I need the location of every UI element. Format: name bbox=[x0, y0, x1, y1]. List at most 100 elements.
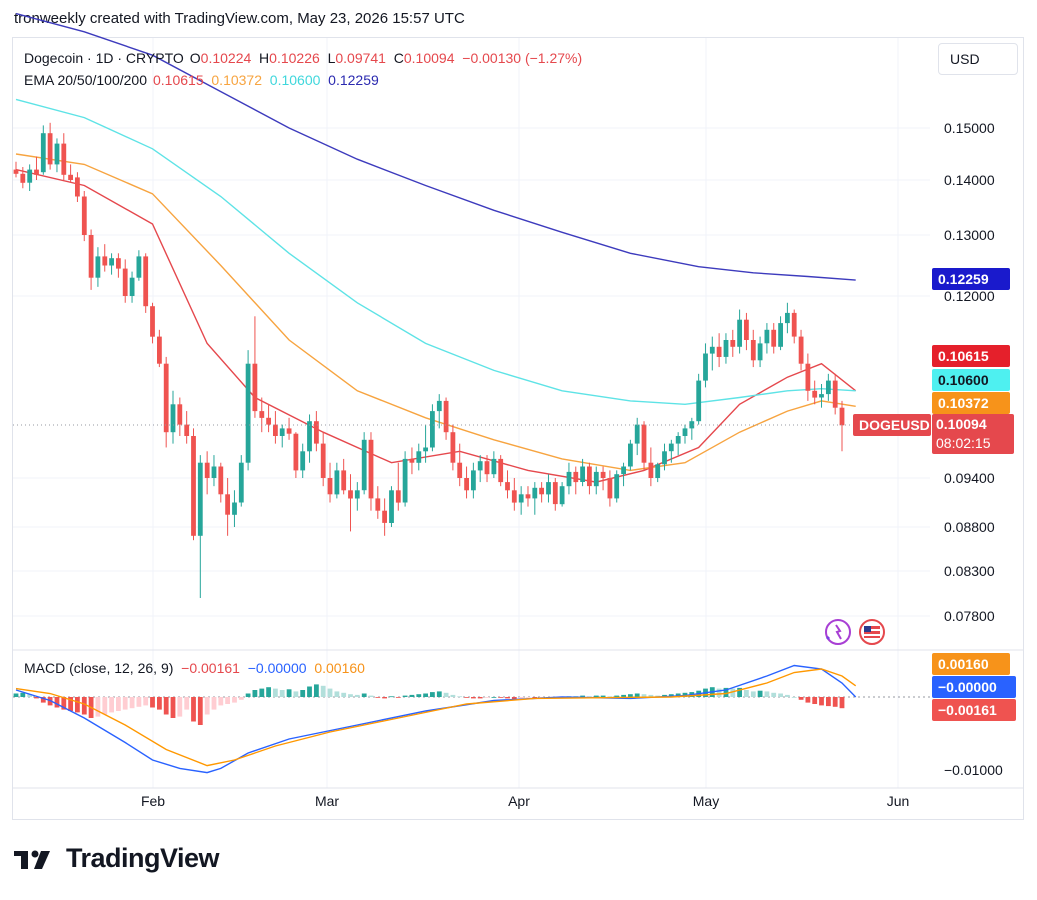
us-flag-icon[interactable] bbox=[859, 619, 885, 645]
candle-body bbox=[614, 474, 620, 499]
macd-histogram-bar bbox=[764, 691, 770, 697]
candle-body bbox=[805, 363, 811, 391]
candle-body bbox=[409, 458, 415, 463]
price-axis-tick: 0.08300 bbox=[944, 563, 995, 579]
candle-body bbox=[471, 470, 476, 491]
macd-histogram-bar bbox=[593, 695, 599, 697]
candle-body bbox=[334, 470, 340, 495]
candle-body bbox=[484, 461, 490, 475]
candle-body bbox=[518, 494, 524, 503]
candles bbox=[13, 122, 845, 598]
macd-histogram-bar bbox=[505, 697, 510, 699]
ema-label[interactable]: EMA 20/50/100/200 bbox=[24, 72, 147, 88]
ema20-tag: 0.10615 bbox=[932, 345, 1010, 367]
candle-body bbox=[498, 458, 504, 483]
candle-body bbox=[266, 417, 271, 425]
macd-histogram-bar bbox=[423, 693, 428, 697]
macd-histogram-bar bbox=[778, 693, 783, 697]
macd-histogram-bar bbox=[116, 697, 121, 711]
macd-histogram-bar bbox=[34, 697, 39, 699]
change-value: −0.00130 (−1.27%) bbox=[462, 50, 583, 66]
candle-body bbox=[416, 451, 422, 463]
candle-body bbox=[532, 487, 538, 499]
price-axis-tick: 0.07800 bbox=[944, 608, 995, 624]
price-axis-tick: 0.15000 bbox=[944, 120, 995, 136]
macd-histogram-bar bbox=[368, 695, 374, 697]
macd-label[interactable]: MACD (close, 12, 26, 9) bbox=[24, 660, 174, 676]
macd-line-tag: −0.00000 bbox=[932, 676, 1016, 698]
macd-histogram-bar bbox=[839, 697, 845, 709]
candle-body bbox=[382, 510, 387, 523]
candle-body bbox=[505, 482, 510, 491]
macd-histogram-bar bbox=[293, 691, 299, 697]
macd-histogram-bar bbox=[484, 697, 490, 698]
macd-histogram-bar bbox=[716, 688, 722, 697]
candle-body bbox=[703, 353, 708, 381]
macd-histogram-bar bbox=[614, 695, 620, 697]
macd-histogram-bar bbox=[314, 684, 319, 697]
macd-histogram-bar bbox=[395, 697, 401, 698]
candle-body bbox=[395, 490, 401, 503]
candle-body bbox=[389, 490, 394, 523]
macd-histogram-bar bbox=[628, 694, 633, 697]
candle-body bbox=[430, 411, 435, 448]
open-label: O bbox=[189, 50, 201, 66]
macd-histogram-bar bbox=[826, 697, 831, 707]
sparkle-icon[interactable] bbox=[825, 619, 851, 645]
macd-histogram-bar bbox=[819, 697, 824, 706]
macd-histogram-bar bbox=[607, 696, 613, 698]
candle-body bbox=[628, 443, 633, 467]
currency-selector[interactable]: USD bbox=[938, 43, 1018, 75]
candle-body bbox=[696, 380, 702, 422]
candle-body bbox=[375, 498, 381, 511]
macd-legend[interactable]: MACD (close, 12, 26, 9) −0.00161 −0.0000… bbox=[24, 660, 365, 676]
candle-body bbox=[252, 363, 258, 412]
macd-histogram-bar bbox=[457, 696, 463, 698]
macd-histogram-bar bbox=[341, 692, 347, 697]
candle-body bbox=[662, 451, 667, 465]
ema200-tag: 0.12259 bbox=[932, 268, 1010, 290]
macd-histogram-bar bbox=[266, 687, 271, 697]
candle-body bbox=[716, 346, 722, 357]
macd-line bbox=[15, 664, 857, 774]
candle-body bbox=[832, 380, 838, 408]
price-axis-tick: 0.12000 bbox=[944, 288, 995, 304]
symbol-title[interactable]: Dogecoin · 1D · CRYPTO bbox=[24, 50, 184, 66]
macd-histogram-bar bbox=[348, 694, 353, 697]
candle-body bbox=[477, 461, 483, 471]
time-axis-tick: Mar bbox=[315, 793, 339, 809]
candle-body bbox=[641, 424, 647, 463]
macd-histogram-bar bbox=[785, 694, 790, 697]
macd-axis-tick: −0.01000 bbox=[944, 762, 1003, 778]
macd-histogram-bar bbox=[273, 688, 278, 697]
candle-body bbox=[798, 336, 804, 364]
macd-histogram-bar bbox=[730, 688, 736, 697]
macd-histogram-bar bbox=[204, 697, 210, 715]
time-axis-tick: Feb bbox=[141, 793, 165, 809]
candle-body bbox=[348, 490, 353, 499]
macd-histogram-bar bbox=[600, 695, 606, 697]
candle-body bbox=[785, 312, 790, 324]
macd-histogram-bar bbox=[191, 697, 196, 722]
price-axis-tick: 0.08800 bbox=[944, 519, 995, 535]
ema50-tag: 0.10372 bbox=[932, 392, 1010, 414]
macd-histogram-bar bbox=[279, 690, 285, 697]
time-axis-tick: Apr bbox=[508, 793, 530, 809]
macd-histogram-bar bbox=[300, 690, 306, 697]
symbol-legend[interactable]: Dogecoin · 1D · CRYPTO O 0.10224 H 0.10226… bbox=[24, 47, 582, 91]
macd-histogram-bar bbox=[354, 694, 360, 697]
countdown-value: 08:02:15 bbox=[936, 435, 991, 451]
candle-body bbox=[102, 256, 108, 266]
candle-body bbox=[552, 482, 558, 505]
macd-histogram-bar bbox=[464, 697, 469, 698]
candle-body bbox=[157, 336, 162, 364]
candle-body bbox=[668, 443, 674, 452]
high-label: H bbox=[259, 50, 270, 66]
candle-body bbox=[54, 143, 60, 165]
candle-body bbox=[163, 363, 169, 433]
candle-body bbox=[136, 256, 142, 278]
candle-body bbox=[368, 439, 374, 499]
macd-histogram-bar bbox=[75, 697, 80, 713]
macd-hist-value: −0.00161 bbox=[181, 660, 240, 676]
